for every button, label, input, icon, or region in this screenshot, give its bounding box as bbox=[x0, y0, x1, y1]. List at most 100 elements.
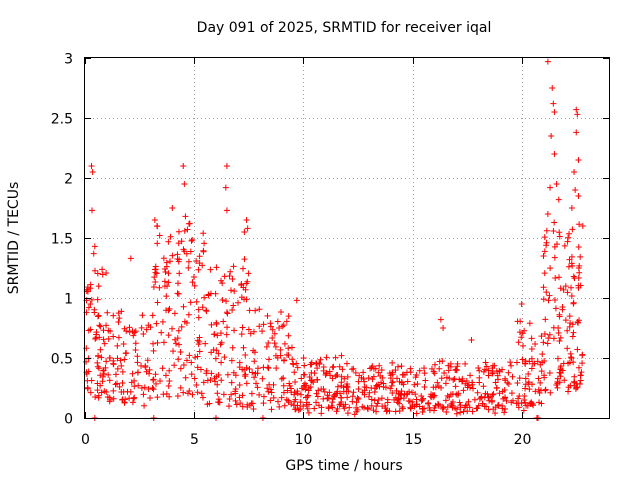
data-point bbox=[239, 392, 246, 399]
data-point bbox=[193, 298, 200, 305]
data-point bbox=[207, 290, 214, 297]
data-point bbox=[329, 364, 336, 371]
data-point bbox=[236, 364, 243, 371]
data-point bbox=[349, 398, 356, 405]
data-point bbox=[541, 234, 548, 241]
data-point bbox=[318, 404, 325, 411]
data-point bbox=[416, 367, 423, 374]
data-point bbox=[188, 359, 195, 366]
data-point bbox=[547, 389, 554, 396]
data-point bbox=[112, 371, 119, 378]
data-point bbox=[526, 386, 533, 393]
data-point bbox=[281, 340, 288, 347]
data-point bbox=[289, 356, 296, 363]
data-point bbox=[375, 369, 382, 376]
data-point bbox=[97, 372, 104, 379]
data-point bbox=[101, 340, 108, 347]
data-point bbox=[131, 394, 138, 401]
data-point bbox=[535, 375, 542, 382]
data-point bbox=[543, 242, 550, 249]
data-point bbox=[407, 405, 414, 412]
data-point bbox=[87, 285, 94, 292]
data-point bbox=[577, 282, 584, 289]
data-point bbox=[519, 330, 526, 337]
data-point bbox=[107, 396, 114, 403]
data-point bbox=[280, 389, 287, 396]
data-point bbox=[180, 389, 187, 396]
data-point bbox=[110, 312, 117, 319]
data-point bbox=[180, 246, 187, 253]
data-point bbox=[573, 106, 580, 113]
data-point bbox=[551, 109, 558, 115]
data-point bbox=[570, 273, 577, 280]
y-tick-label: 0 bbox=[64, 412, 73, 428]
data-point bbox=[153, 320, 160, 327]
data-point bbox=[131, 377, 138, 384]
data-point bbox=[236, 381, 243, 388]
data-point bbox=[297, 406, 304, 413]
data-point bbox=[568, 284, 575, 291]
data-point bbox=[384, 399, 391, 406]
data-point bbox=[507, 359, 514, 366]
data-point bbox=[243, 364, 250, 371]
data-point bbox=[573, 129, 580, 136]
data-point bbox=[575, 243, 582, 250]
data-point bbox=[221, 354, 228, 361]
data-point bbox=[560, 286, 567, 293]
data-point bbox=[165, 270, 172, 277]
data-point bbox=[483, 363, 490, 370]
data-point bbox=[542, 316, 549, 323]
data-point bbox=[147, 395, 154, 402]
data-point bbox=[346, 404, 353, 411]
data-point bbox=[443, 409, 450, 416]
data-point bbox=[318, 410, 325, 417]
data-point bbox=[174, 290, 181, 297]
data-point bbox=[320, 363, 327, 370]
data-point bbox=[366, 389, 373, 396]
data-point bbox=[181, 181, 188, 187]
data-point bbox=[421, 405, 428, 412]
data-point bbox=[459, 375, 466, 382]
data-point bbox=[532, 388, 539, 395]
data-point bbox=[431, 370, 438, 377]
data-point bbox=[154, 223, 161, 229]
data-point bbox=[175, 240, 182, 247]
data-point bbox=[297, 399, 304, 406]
data-point bbox=[201, 294, 208, 301]
data-point bbox=[223, 309, 230, 316]
data-point bbox=[221, 273, 228, 280]
data-point bbox=[374, 400, 381, 407]
data-point bbox=[256, 306, 263, 313]
data-point bbox=[439, 403, 446, 410]
data-point bbox=[254, 384, 261, 391]
data-point bbox=[329, 395, 336, 402]
data-point bbox=[150, 376, 157, 383]
data-point bbox=[381, 403, 388, 410]
data-point bbox=[522, 381, 529, 388]
data-point bbox=[431, 361, 438, 368]
data-point bbox=[88, 207, 95, 214]
data-point bbox=[165, 279, 172, 286]
data-point bbox=[430, 384, 437, 391]
data-point bbox=[462, 360, 469, 367]
data-point bbox=[154, 339, 161, 346]
data-point bbox=[409, 402, 416, 409]
data-point bbox=[341, 405, 348, 412]
data-point bbox=[485, 372, 492, 379]
data-point bbox=[169, 205, 176, 211]
data-point bbox=[146, 370, 153, 377]
data-point bbox=[543, 227, 550, 234]
data-point bbox=[151, 217, 158, 223]
data-point bbox=[119, 380, 126, 386]
data-point bbox=[535, 386, 542, 393]
data-point bbox=[579, 360, 586, 367]
data-point bbox=[515, 395, 522, 402]
data-point bbox=[568, 293, 575, 300]
data-point bbox=[115, 318, 122, 325]
data-point bbox=[438, 375, 445, 382]
y-tick-label: 2.5 bbox=[51, 112, 73, 128]
data-point bbox=[94, 363, 101, 370]
data-points bbox=[83, 58, 586, 421]
data-point bbox=[201, 240, 208, 247]
